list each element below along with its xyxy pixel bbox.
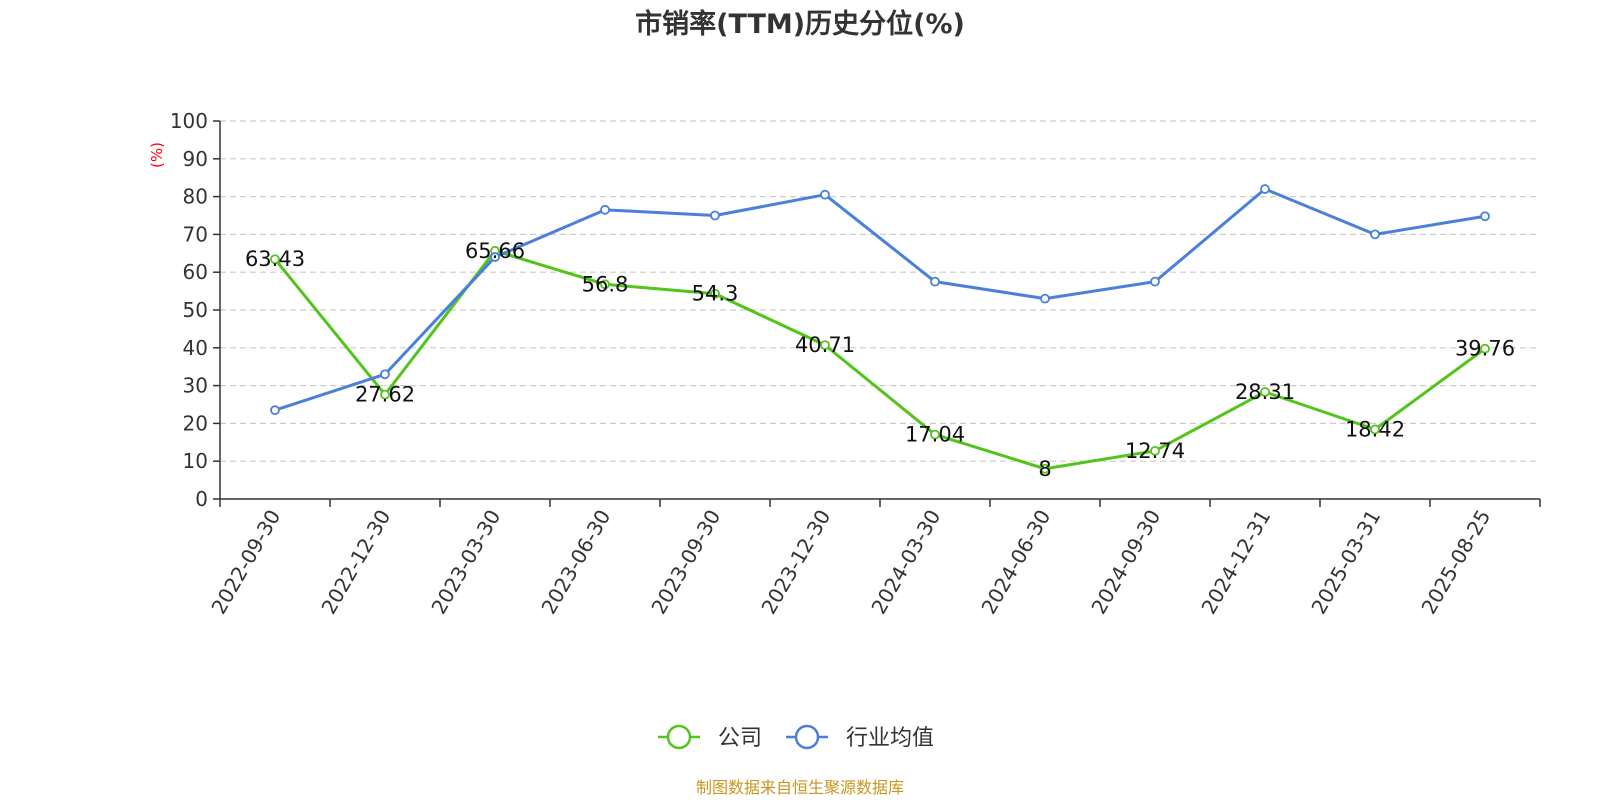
data-label-company: 54.3 — [692, 282, 739, 306]
point-company — [380, 389, 390, 400]
point-company — [1370, 424, 1380, 435]
point-industry — [270, 405, 280, 416]
x-tick-label: 2023-06-30 — [536, 506, 615, 619]
data-label-company: 56.8 — [582, 272, 629, 296]
point-industry — [710, 210, 720, 221]
point-industry — [1040, 293, 1050, 304]
chart-title: 市销率(TTM)历史分位(%) — [635, 8, 965, 40]
x-tick-label: 2024-12-31 — [1196, 506, 1275, 619]
point-company — [930, 429, 940, 440]
legend-industry-marker — [794, 724, 820, 750]
x-tick-label: 2022-09-30 — [206, 506, 285, 619]
y-tick-label: 20 — [183, 411, 208, 435]
footer-source: 制图数据来自恒生聚源数据库 — [696, 778, 904, 797]
point-industry — [1260, 184, 1270, 194]
point-industry — [820, 189, 830, 200]
legend-company-label: 公司 — [718, 726, 762, 751]
data-label-company: 27.62 — [355, 383, 415, 407]
axis-layer: 0 10 20 30 40 50 60 70 80 90 100 2022-09-30 2022-12-… — [170, 109, 1541, 619]
y-tick-label: 0 — [195, 487, 208, 511]
grid-layer — [220, 120, 1540, 462]
data-label-company: 12.74 — [1125, 439, 1185, 463]
data-label-company: 63.43 — [245, 247, 305, 271]
x-tick-label: 2023-09-30 — [646, 506, 725, 619]
point-industry — [1370, 229, 1380, 240]
legend-item-company[interactable]: 公司 — [658, 724, 762, 751]
legend-industry-label: 行业均值 — [846, 726, 934, 751]
y-tick-label: 50 — [183, 298, 208, 322]
point-company — [270, 254, 280, 265]
x-tick-label: 2024-06-30 — [976, 506, 1055, 619]
point-industry — [600, 204, 610, 215]
point-company — [600, 279, 610, 290]
data-label-company: 65.66 — [465, 239, 525, 263]
series-line-industry — [274, 187, 1486, 412]
x-tick-label: 2025-03-31 — [1306, 506, 1385, 619]
point-industry — [380, 369, 390, 380]
x-tick-label: 2024-09-30 — [1086, 506, 1165, 619]
y-tick-label: 100 — [170, 109, 208, 133]
data-label-company: 8 — [1038, 457, 1051, 481]
data-label-company: 28.31 — [1235, 380, 1295, 404]
data-label-company: 40.71 — [795, 333, 855, 357]
legend: 公司 行业均值 — [658, 724, 934, 751]
y-tick-label: 30 — [183, 374, 208, 398]
x-tick-label: 2025-08-25 — [1416, 506, 1495, 619]
data-label-company: 18.42 — [1345, 417, 1405, 441]
point-industry — [1150, 276, 1160, 287]
legend-item-industry[interactable]: 行业均值 — [786, 724, 934, 751]
y-tick-label: 90 — [183, 147, 208, 171]
y-axis-label: (%) — [148, 142, 166, 168]
point-company — [820, 340, 830, 351]
x-tick-label: 2023-12-30 — [756, 506, 835, 619]
point-industry — [490, 252, 500, 262]
y-tick-label: 80 — [183, 185, 208, 209]
y-tick-label: 10 — [183, 449, 208, 473]
x-tick-label: 2023-03-30 — [426, 506, 505, 619]
data-label-company: 17.04 — [905, 423, 965, 447]
y-tick-label: 40 — [183, 336, 208, 360]
point-industry — [930, 276, 940, 287]
y-tick-label: 70 — [183, 222, 208, 246]
point-company — [1480, 343, 1490, 354]
point-company — [1040, 463, 1050, 474]
x-tick-label: 2022-12-30 — [316, 506, 395, 619]
point-industry — [1480, 211, 1490, 222]
point-company — [710, 288, 720, 299]
series-line-company — [273, 249, 1486, 471]
data-label-company: 39.76 — [1455, 337, 1515, 361]
series-layer — [270, 184, 1490, 474]
x-tick-label: 2024-03-30 — [866, 506, 945, 619]
point-company — [1150, 445, 1160, 456]
y-tick-label: 60 — [183, 260, 208, 284]
data-label-layer: 63.43 27.62 65.66 56.8 54.3 40.71 17.04 8 12.74 2… — [245, 239, 1515, 481]
point-company — [1260, 387, 1270, 397]
legend-company-marker — [666, 724, 692, 750]
